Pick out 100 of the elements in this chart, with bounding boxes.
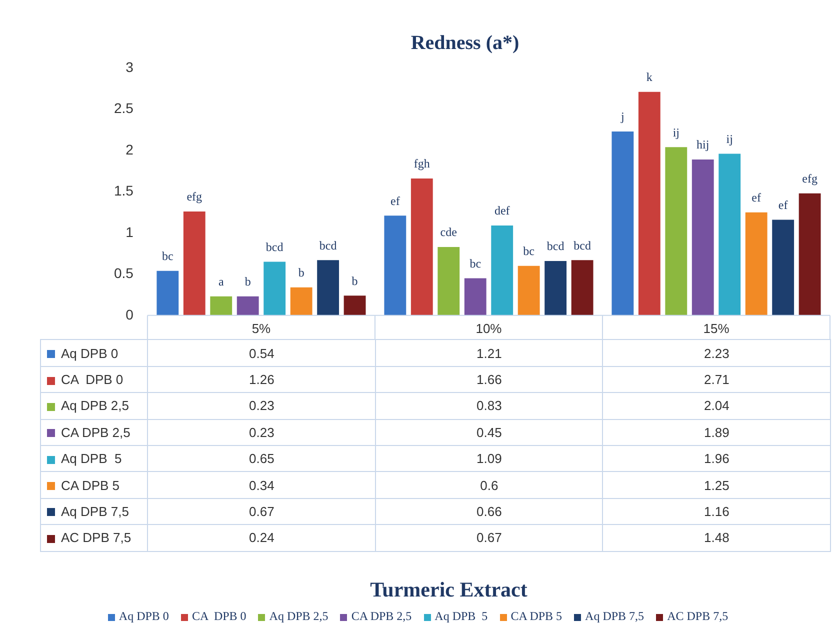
annotation: j (620, 110, 624, 124)
annotation: bc (523, 244, 534, 258)
data-label: 0.23 (148, 392, 376, 420)
y-tick-label: 2 (126, 141, 134, 158)
legend-label: CA DPB 2,5 (40, 419, 148, 446)
annotation: bc (470, 256, 482, 270)
bar (718, 154, 741, 316)
text: CA DPB 0 (192, 609, 246, 623)
data-label: 0.24 (148, 524, 376, 552)
text: Turmeric Extract (370, 577, 528, 602)
bar (518, 266, 540, 316)
text: Aq DPB 7,5 (585, 609, 644, 623)
data-label: 0.65 (148, 445, 376, 472)
text: CA DPB 2,5 (351, 609, 412, 623)
legend-label: CA DPB 0 (40, 366, 148, 393)
annotation: b (244, 274, 251, 289)
annotation: bcd (319, 238, 337, 252)
bar (772, 220, 794, 316)
data-label: 0.6 (375, 472, 603, 498)
bar (183, 211, 206, 316)
bar (491, 226, 514, 316)
bar (236, 296, 259, 316)
annotation: ij (672, 125, 680, 140)
text: Aq DPB 5 (434, 609, 488, 623)
bar (638, 92, 660, 316)
x-tick-label: 10% (476, 320, 502, 336)
annotation: b (298, 266, 304, 280)
data-label: 1.25 (602, 472, 830, 498)
chart-title: Redness (a*) (410, 32, 520, 54)
bar (612, 132, 634, 316)
text: Aq DPB 0 (118, 609, 169, 623)
annotation: b (352, 274, 358, 288)
annotation: bcd (546, 239, 564, 254)
data-label: 1.09 (375, 445, 603, 472)
data-label: 1.48 (602, 524, 830, 552)
annotation: efg (802, 172, 818, 186)
y-tick-label: 1.5 (114, 182, 134, 199)
annotation: bcd (266, 240, 284, 254)
annotation: def (494, 204, 510, 218)
bar (344, 296, 366, 316)
annotation: fgh (414, 156, 430, 171)
annotation: bc (162, 249, 174, 264)
annotation: ef (390, 194, 400, 208)
data-label: 2.04 (602, 392, 830, 420)
legend-label: Aq DPB 0 (40, 340, 148, 366)
data-label: 0.66 (375, 498, 603, 525)
bar (210, 296, 232, 316)
annotation: ij (726, 132, 733, 146)
data-label: 0.67 (375, 524, 603, 552)
bar (156, 270, 179, 316)
bar (438, 246, 460, 316)
bar (464, 278, 486, 316)
annotation: cde (440, 225, 457, 240)
annotation: k (646, 70, 652, 84)
data-label: 0.45 (375, 419, 603, 446)
annotation: bcd (574, 238, 591, 252)
y-tick-label: 1 (126, 224, 134, 240)
text: Aq DPB 2,5 (269, 609, 328, 623)
bar (544, 260, 567, 316)
data-label: 0.34 (148, 472, 376, 498)
legend-label: Aq DPB 7,5 (40, 498, 148, 525)
data-label: 2.71 (602, 366, 830, 393)
data-label: 1.96 (602, 445, 830, 472)
annotation: ef (778, 198, 788, 212)
bar (410, 178, 433, 316)
data-label: 1.21 (375, 340, 603, 366)
legend-label: AC DPB 7,5 (666, 609, 728, 624)
data-label: 0.83 (375, 392, 603, 420)
bar (571, 260, 594, 316)
text: CA DPB 5 (510, 609, 562, 623)
data-label: 0.67 (148, 498, 376, 525)
legend-label: Aq DPB 5 (40, 445, 148, 472)
x-tick-label: 15% (703, 320, 730, 336)
data-label: 1.66 (375, 366, 603, 393)
data-label: 0.23 (148, 419, 376, 446)
data-label: 0.54 (148, 340, 376, 366)
bar (745, 212, 768, 316)
bar (290, 287, 312, 316)
data-label: 2.23 (602, 340, 830, 366)
y-tick-label: 0 (126, 306, 134, 322)
x-tick-label: 5% (252, 320, 272, 336)
text: AC DPB 7,5 (61, 530, 132, 546)
bar (692, 160, 714, 316)
y-tick-label: 0.5 (114, 265, 134, 282)
annotation: hij (696, 138, 710, 152)
annotation: a (218, 274, 224, 289)
bar (264, 262, 286, 316)
data-label: 1.89 (602, 419, 830, 446)
bar (384, 216, 406, 316)
data-label: 1.26 (148, 366, 376, 393)
y-tick-label: 3 (126, 58, 134, 75)
legend-label: Aq DPB 2,5 (40, 392, 148, 420)
bar (317, 260, 340, 316)
annotation: ef (752, 190, 762, 204)
annotation: efg (186, 190, 202, 204)
bar (798, 193, 821, 316)
bar (665, 147, 688, 316)
y-tick-label: 2.5 (114, 100, 134, 116)
legend-label: CA DPB 5 (40, 472, 148, 498)
data-label: 1.16 (602, 498, 830, 525)
